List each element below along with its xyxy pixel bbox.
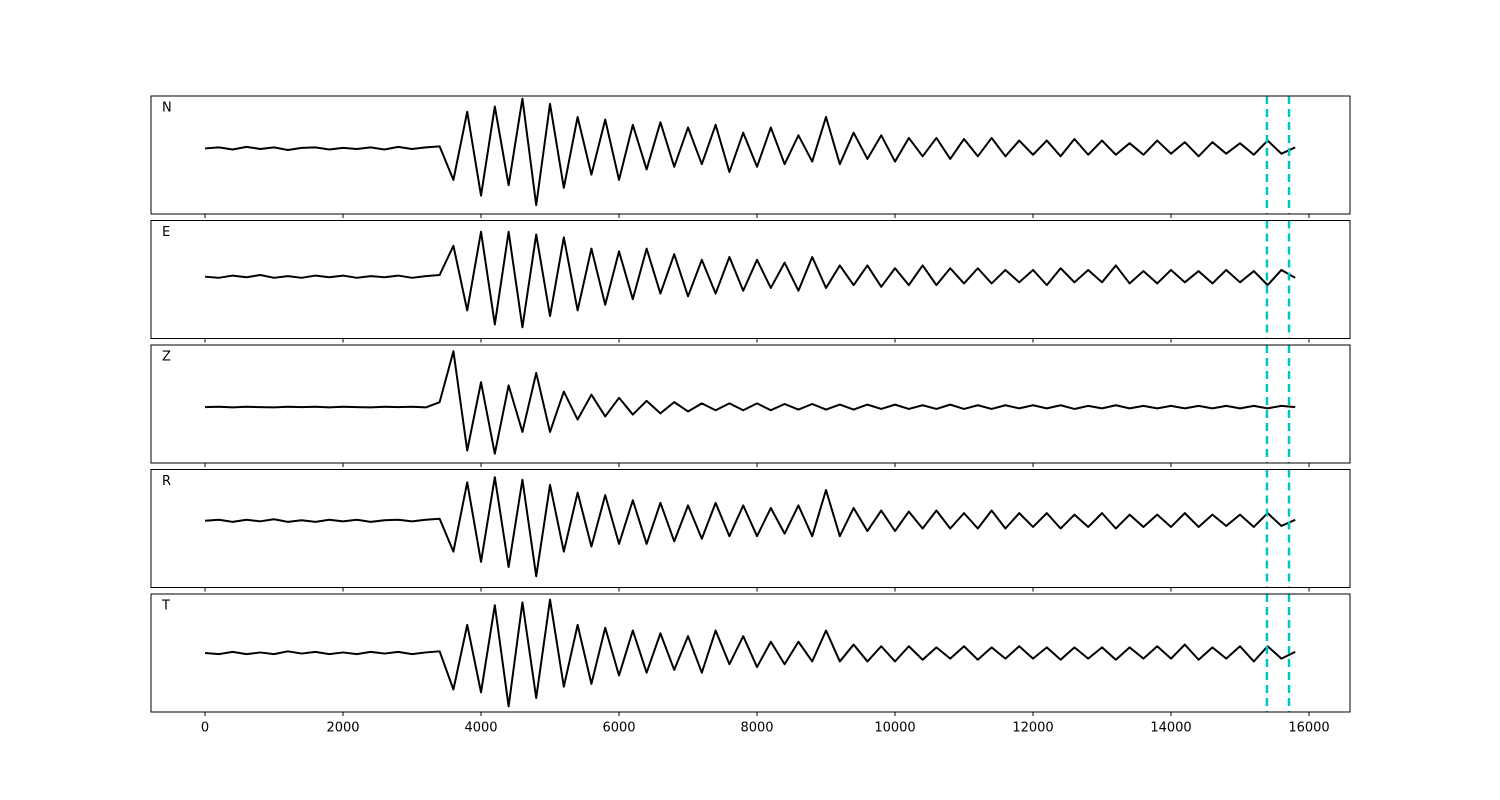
panel-label: R — [162, 474, 171, 489]
x-tick-label: 0 — [201, 721, 209, 736]
x-tick-label: 6000 — [602, 721, 635, 736]
panel-label: E — [162, 225, 170, 240]
panel-frame — [150, 593, 1351, 713]
x-tick-label: 10000 — [874, 721, 915, 736]
x-tick-label: 4000 — [464, 721, 497, 736]
waveform — [205, 350, 1296, 455]
panel-frame — [150, 344, 1351, 464]
panel-label: N — [162, 101, 172, 116]
panel-frame — [150, 469, 1351, 588]
panel-frame — [150, 220, 1351, 339]
waveform — [204, 97, 1296, 207]
waveform — [204, 598, 1296, 708]
panel-label: Z — [162, 350, 171, 365]
x-tick-label: 14000 — [1150, 721, 1191, 736]
x-tick-label: 2000 — [326, 721, 359, 736]
panel-frame — [150, 95, 1351, 215]
x-tick-label: 12000 — [1012, 721, 1053, 736]
panel-label: T — [161, 599, 170, 614]
waveform — [204, 476, 1296, 578]
waveform — [204, 230, 1296, 329]
x-tick-label: 8000 — [740, 721, 773, 736]
x-tick-label: 16000 — [1288, 721, 1329, 736]
